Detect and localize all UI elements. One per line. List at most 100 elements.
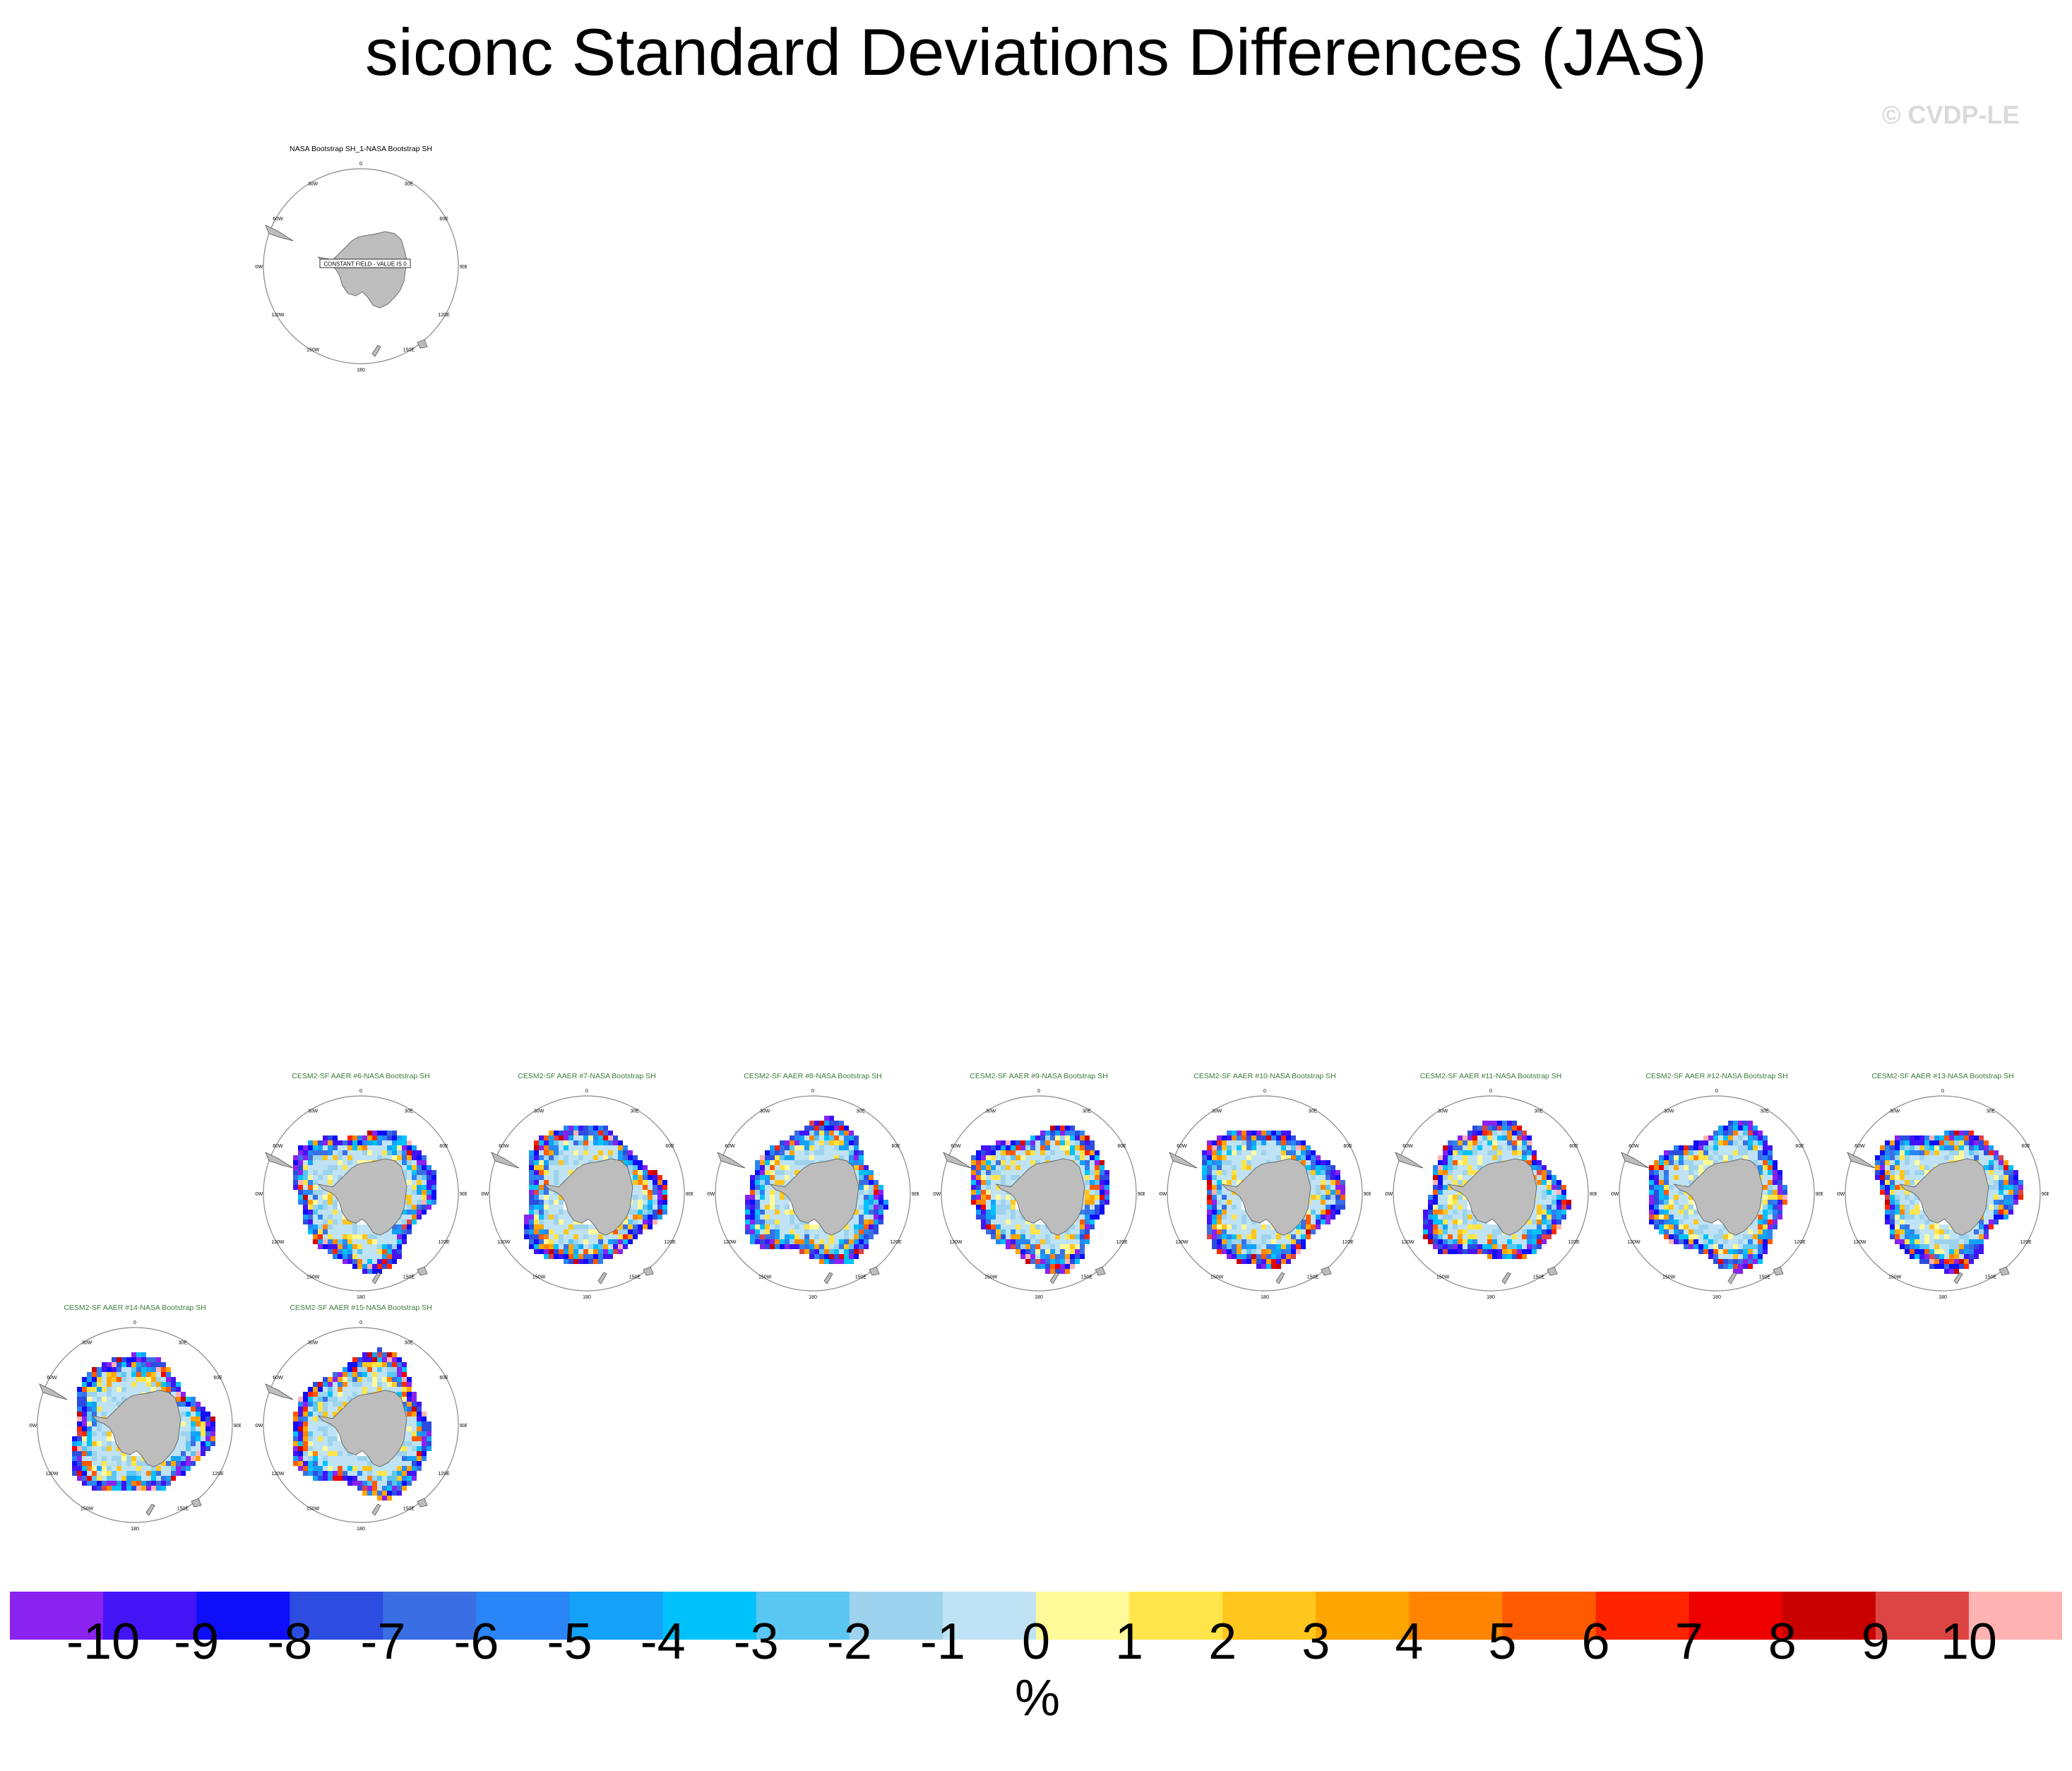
grid-cell: [559, 1205, 564, 1210]
grid-cell: [343, 1140, 347, 1145]
grid-cell: [1001, 1165, 1006, 1170]
grid-cell: [1654, 1170, 1659, 1175]
grid-cell: [1738, 1249, 1743, 1254]
grid-cell: [1321, 1180, 1326, 1185]
grid-cell: [1271, 1234, 1276, 1239]
grid-cell: [559, 1215, 564, 1220]
grid-cell: [1542, 1234, 1547, 1239]
grid-cell: [412, 1200, 417, 1205]
grid-cell: [854, 1135, 859, 1140]
grid-cell: [1202, 1175, 1207, 1180]
grid-cell: [1880, 1180, 1885, 1185]
grid-cell: [1055, 1239, 1060, 1244]
grid-cell: [603, 1145, 608, 1150]
grid-cell: [1477, 1165, 1482, 1170]
grid-cell: [1758, 1259, 1763, 1264]
grid-cell: [750, 1205, 755, 1210]
grid-cell: [1561, 1205, 1566, 1210]
south-america-land: [491, 1152, 520, 1169]
longitude-label: 150W: [1888, 1275, 1902, 1280]
grid-cell: [131, 1352, 136, 1357]
grid-cell: [1311, 1210, 1316, 1215]
longitude-label: 60E: [1569, 1144, 1578, 1149]
grid-cell: [780, 1150, 785, 1155]
grid-cell: [544, 1180, 549, 1185]
grid-cell: [1664, 1185, 1669, 1190]
grid-cell: [1929, 1155, 1934, 1160]
grid-cell: [1202, 1170, 1207, 1175]
new-zealand-land: [371, 1272, 381, 1284]
grid-cell: [1768, 1180, 1773, 1185]
grid-cell: [1261, 1135, 1266, 1140]
grid-cell: [333, 1210, 338, 1215]
grid-cell: [131, 1466, 136, 1471]
grid-cell: [407, 1160, 412, 1165]
grid-cell: [1885, 1220, 1890, 1224]
grid-cell: [559, 1131, 564, 1135]
grid-cell: [1330, 1175, 1335, 1180]
grid-cell: [201, 1412, 206, 1417]
grid-cell: [161, 1367, 166, 1372]
grid-cell: [1242, 1145, 1246, 1150]
grid-cell: [618, 1155, 623, 1160]
grid-cell: [191, 1431, 196, 1436]
grid-cell: [201, 1451, 206, 1456]
grid-cell: [971, 1170, 976, 1175]
grid-cell: [559, 1254, 564, 1259]
grid-cell: [608, 1150, 613, 1155]
grid-cell: [1020, 1150, 1025, 1155]
grid-cell: [1321, 1205, 1326, 1210]
grid-cell: [583, 1135, 588, 1140]
longitude-label: 90W: [933, 1192, 941, 1197]
new-zealand-land: [1049, 1272, 1059, 1284]
grid-cell: [1020, 1234, 1025, 1239]
grid-cell: [804, 1229, 809, 1234]
grid-cell: [1321, 1215, 1326, 1220]
grid-cell: [1227, 1165, 1232, 1170]
grid-cell: [1713, 1249, 1718, 1254]
grid-cell: [1256, 1131, 1261, 1135]
grid-cell: [559, 1135, 564, 1140]
grid-cell: [1517, 1244, 1522, 1249]
grid-cell: [765, 1244, 770, 1249]
grid-cell: [313, 1170, 318, 1175]
grid-cell: [1261, 1244, 1266, 1249]
grid-cell: [859, 1215, 864, 1220]
grid-cell: [854, 1249, 859, 1254]
grid-cell: [1080, 1160, 1085, 1165]
grid-cell: [588, 1131, 593, 1135]
grid-cell: [1497, 1126, 1502, 1131]
grid-cell: [554, 1249, 559, 1254]
grid-cell: [82, 1431, 87, 1436]
grid-cell: [1458, 1165, 1463, 1170]
grid-cell: [534, 1249, 539, 1254]
grid-cell: [839, 1121, 844, 1126]
grid-cell: [854, 1150, 859, 1155]
grid-cell: [1959, 1135, 1964, 1140]
grid-cell: [1890, 1160, 1895, 1165]
grid-cell: [588, 1234, 593, 1239]
grid-cell: [82, 1421, 87, 1426]
grid-cell: [1453, 1205, 1458, 1210]
grid-cell: [1556, 1180, 1561, 1185]
grid-cell: [1778, 1205, 1782, 1210]
grid-cell: [859, 1224, 864, 1229]
grid-cell: [1674, 1215, 1679, 1220]
grid-cell: [1266, 1264, 1271, 1269]
grid-cell: [1969, 1131, 1974, 1135]
grid-cell: [1443, 1150, 1448, 1155]
grid-cell: [1723, 1249, 1728, 1254]
grid-cell: [824, 1131, 829, 1135]
grid-cell: [1693, 1170, 1698, 1175]
grid-cell: [613, 1229, 618, 1234]
grid-cell: [1547, 1190, 1552, 1195]
grid-cell: [593, 1259, 598, 1264]
grid-cell: [117, 1357, 121, 1362]
grid-cell: [1758, 1170, 1763, 1175]
grid-cell: [1261, 1249, 1266, 1254]
grid-cell: [618, 1249, 623, 1254]
grid-cell: [1999, 1180, 2003, 1185]
grid-cell: [1458, 1145, 1463, 1150]
grid-cell: [1016, 1224, 1020, 1229]
grid-cell: [1296, 1244, 1301, 1249]
